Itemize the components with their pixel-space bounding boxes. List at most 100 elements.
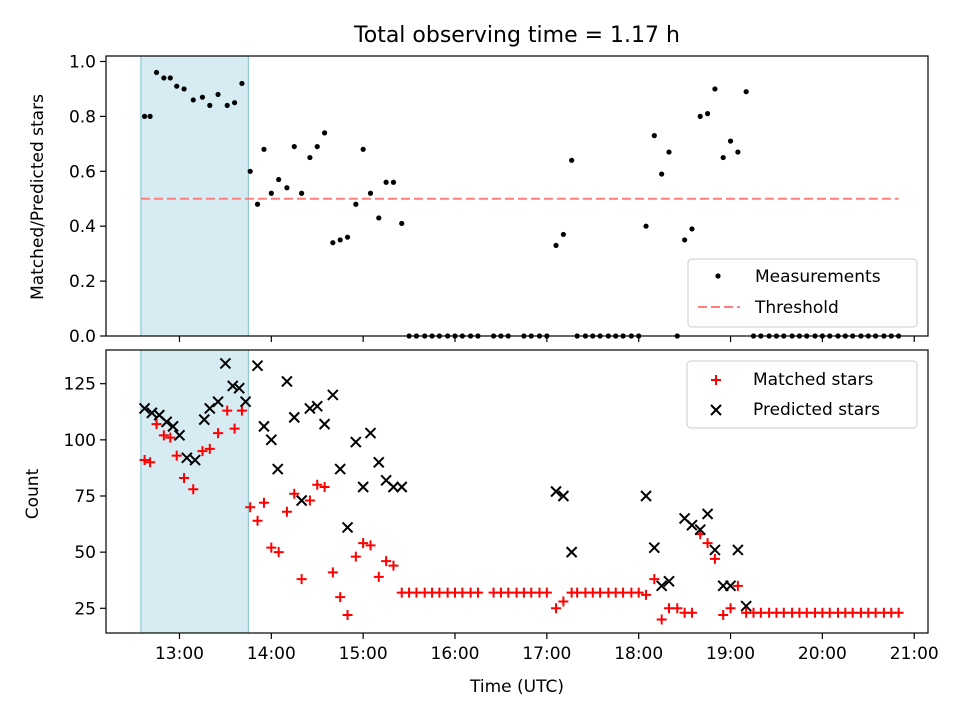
matched-star-point — [188, 484, 199, 495]
x-tick-label: 18:00 — [614, 644, 663, 664]
measurement-point — [247, 168, 253, 174]
measurement-point — [659, 171, 665, 177]
figure-title: Total observing time = 1.17 h — [353, 23, 680, 48]
predicted-star-point — [740, 600, 752, 612]
measurement-point — [712, 86, 718, 92]
matched-star-point — [656, 614, 667, 625]
measurement-point — [344, 234, 351, 240]
predicted-star-point — [709, 544, 721, 556]
matched-star-point — [312, 479, 323, 490]
matched-star-point — [273, 547, 284, 558]
predicted-star-point — [212, 395, 224, 408]
x-tick-label: 17:00 — [522, 644, 571, 664]
predicted-star-point — [167, 420, 179, 433]
measurement-point — [569, 157, 575, 163]
predicted-star-point — [281, 375, 293, 388]
matched-star-point — [365, 540, 376, 551]
x-tick-label: 19:00 — [706, 644, 755, 664]
x-tick-label: 21:00 — [890, 644, 939, 664]
measurement-point — [367, 190, 374, 196]
predicted-star-point — [288, 411, 300, 424]
predicted-star-point — [334, 463, 346, 475]
predicted-star-point — [258, 420, 270, 433]
matched-star-point — [296, 574, 307, 585]
matched-star-point — [213, 428, 224, 439]
matched-star-point — [151, 419, 162, 430]
predicted-star-point — [663, 575, 675, 588]
legend-label-threshold: Threshold — [754, 298, 839, 318]
predicted-star-point — [189, 454, 201, 466]
measurement-point — [314, 143, 320, 150]
predicted-star-point — [138, 402, 151, 415]
measurement-point — [390, 179, 397, 185]
matched-star-point — [197, 446, 208, 457]
matched-star-point — [342, 610, 353, 621]
measurement-point — [720, 154, 726, 161]
matched-star-point — [709, 553, 720, 564]
predicted-star-point — [387, 481, 400, 493]
x-tick-label: 20:00 — [798, 644, 847, 664]
predicted-star-point — [318, 418, 331, 430]
measurement-point — [360, 146, 366, 152]
predicted-star-point — [686, 519, 698, 531]
y-tick-label: 1.0 — [69, 52, 96, 72]
shaded-span — [140, 55, 249, 337]
measurement-point — [141, 113, 148, 119]
matched-star-point — [472, 587, 483, 598]
predicted-star-point — [341, 521, 354, 534]
measurement-point — [735, 149, 741, 155]
legend: Measurements Threshold — [687, 258, 918, 328]
predicted-star-point — [311, 400, 323, 412]
predicted-star-point — [357, 481, 369, 493]
y-tick-label: 75 — [74, 487, 96, 507]
predicted-star-point — [227, 380, 239, 392]
matched-star-point — [350, 551, 361, 562]
predicted-star-point — [655, 580, 668, 592]
measurement-point — [553, 242, 559, 249]
matched-star-point — [179, 473, 190, 484]
matched-star-point — [725, 603, 736, 614]
matched-star-point — [145, 457, 156, 468]
x-tick-label: 14:00 — [247, 644, 296, 664]
legend-box — [686, 360, 918, 429]
y-tick-label: 50 — [74, 543, 96, 563]
matched-star-point — [139, 455, 150, 466]
matched-star-point — [204, 443, 215, 454]
predicted-star-point — [146, 407, 158, 419]
predicted-star-point — [550, 485, 562, 498]
measurement-point — [689, 226, 695, 232]
measurement-point — [276, 176, 282, 183]
matched-star-point — [165, 432, 176, 443]
measurement-point — [743, 89, 749, 95]
predicted-star-point — [173, 429, 186, 442]
matched-star-point — [633, 587, 644, 598]
matched-star-point — [373, 571, 384, 582]
predicted-star-point — [701, 508, 714, 520]
predicted-star-point — [565, 546, 578, 558]
measurement-point — [153, 69, 160, 76]
y-tick-label: 0.6 — [69, 162, 96, 182]
measurement-point — [682, 237, 688, 243]
predicted-star-point — [204, 402, 216, 415]
matched-star-point — [319, 482, 330, 493]
matched-star-point — [641, 589, 652, 600]
legend-box — [687, 258, 918, 328]
measurement-point — [376, 215, 382, 221]
measurement-point — [239, 80, 245, 87]
top-panel: Matched/Predicted stars 0.0 0.2 0.4 0.6 0.8 1… — [28, 52, 929, 347]
predicted-star-point — [251, 360, 264, 372]
matched-star-point — [558, 596, 569, 607]
measurement-point — [268, 190, 274, 196]
predicted-star-point — [350, 436, 362, 448]
measurement-point — [181, 86, 187, 92]
matched-star-point — [327, 567, 338, 578]
y-tick-label: 0.2 — [69, 272, 96, 292]
predicted-star-point — [304, 402, 316, 415]
matched-star-point — [718, 610, 729, 621]
predicted-star-point — [198, 413, 210, 426]
y-tick-label: 25 — [74, 599, 96, 619]
measurement-point — [697, 113, 703, 119]
measurement-point — [353, 201, 359, 207]
measurement-point — [383, 179, 389, 185]
